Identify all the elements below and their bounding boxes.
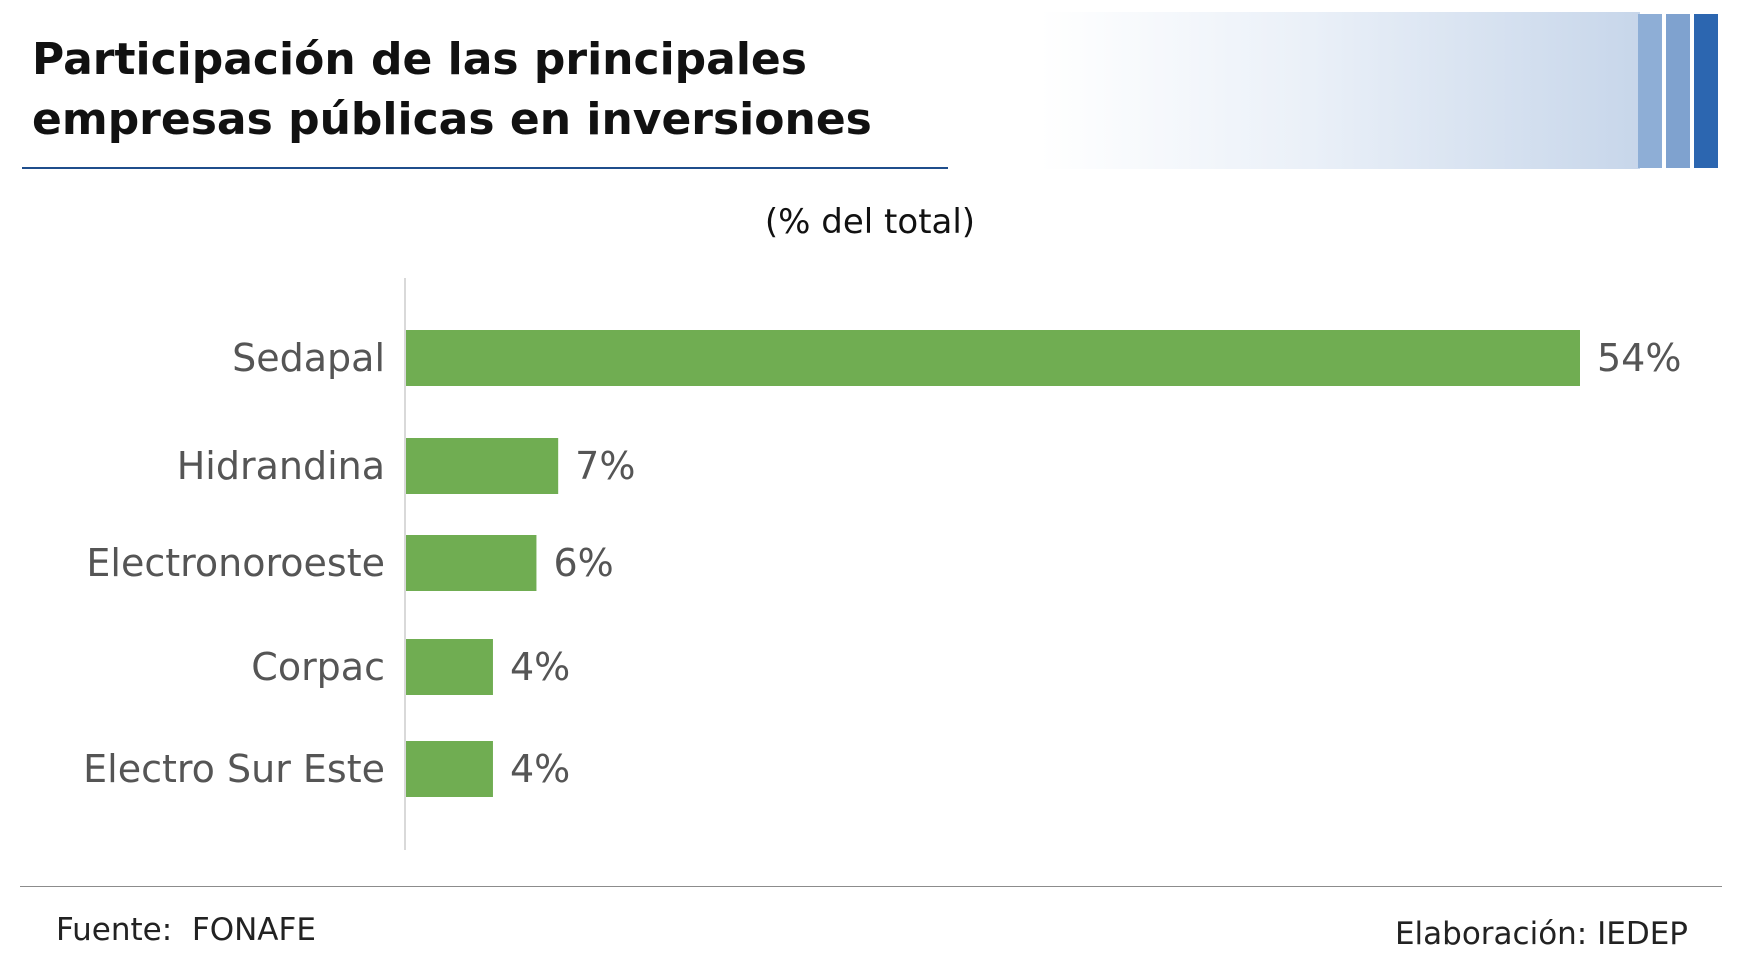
bar-electronoroeste [406,535,537,591]
data-label: 6% [553,541,613,585]
bar-sedapal [406,330,1580,386]
category-label: Electronoroeste [86,541,385,585]
category-label: Hidrandina [177,444,385,488]
category-label: Corpac [251,645,385,689]
chart-subtitle: (% del total) [764,202,976,242]
bar-electro-sur-este [406,741,493,797]
data-label: 7% [575,444,635,488]
header-stripe-dark [1694,14,1718,168]
header-stripe-medium [1666,14,1690,168]
category-label: Electro Sur Este [83,747,385,791]
bar-hidrandina [406,438,559,494]
credit-note: Elaboración: IEDEP [1394,916,1688,952]
footer-divider [20,886,1722,887]
data-label: 54% [1597,336,1681,380]
header-stripe-light [1638,14,1662,168]
header-gradient-band [1040,12,1640,169]
category-label: Sedapal [232,336,385,380]
data-label: 4% [510,645,570,689]
page-title: Participación de las principales empresa… [32,34,872,145]
data-label: 4% [510,747,570,791]
source-note: Fuente: FONAFE [56,912,316,948]
bar-chart: Sedapal 54% Hidrandina 7% Electronoroeste 6% C… [83,278,1681,850]
bar-corpac [406,639,493,695]
title-underline [22,167,948,169]
